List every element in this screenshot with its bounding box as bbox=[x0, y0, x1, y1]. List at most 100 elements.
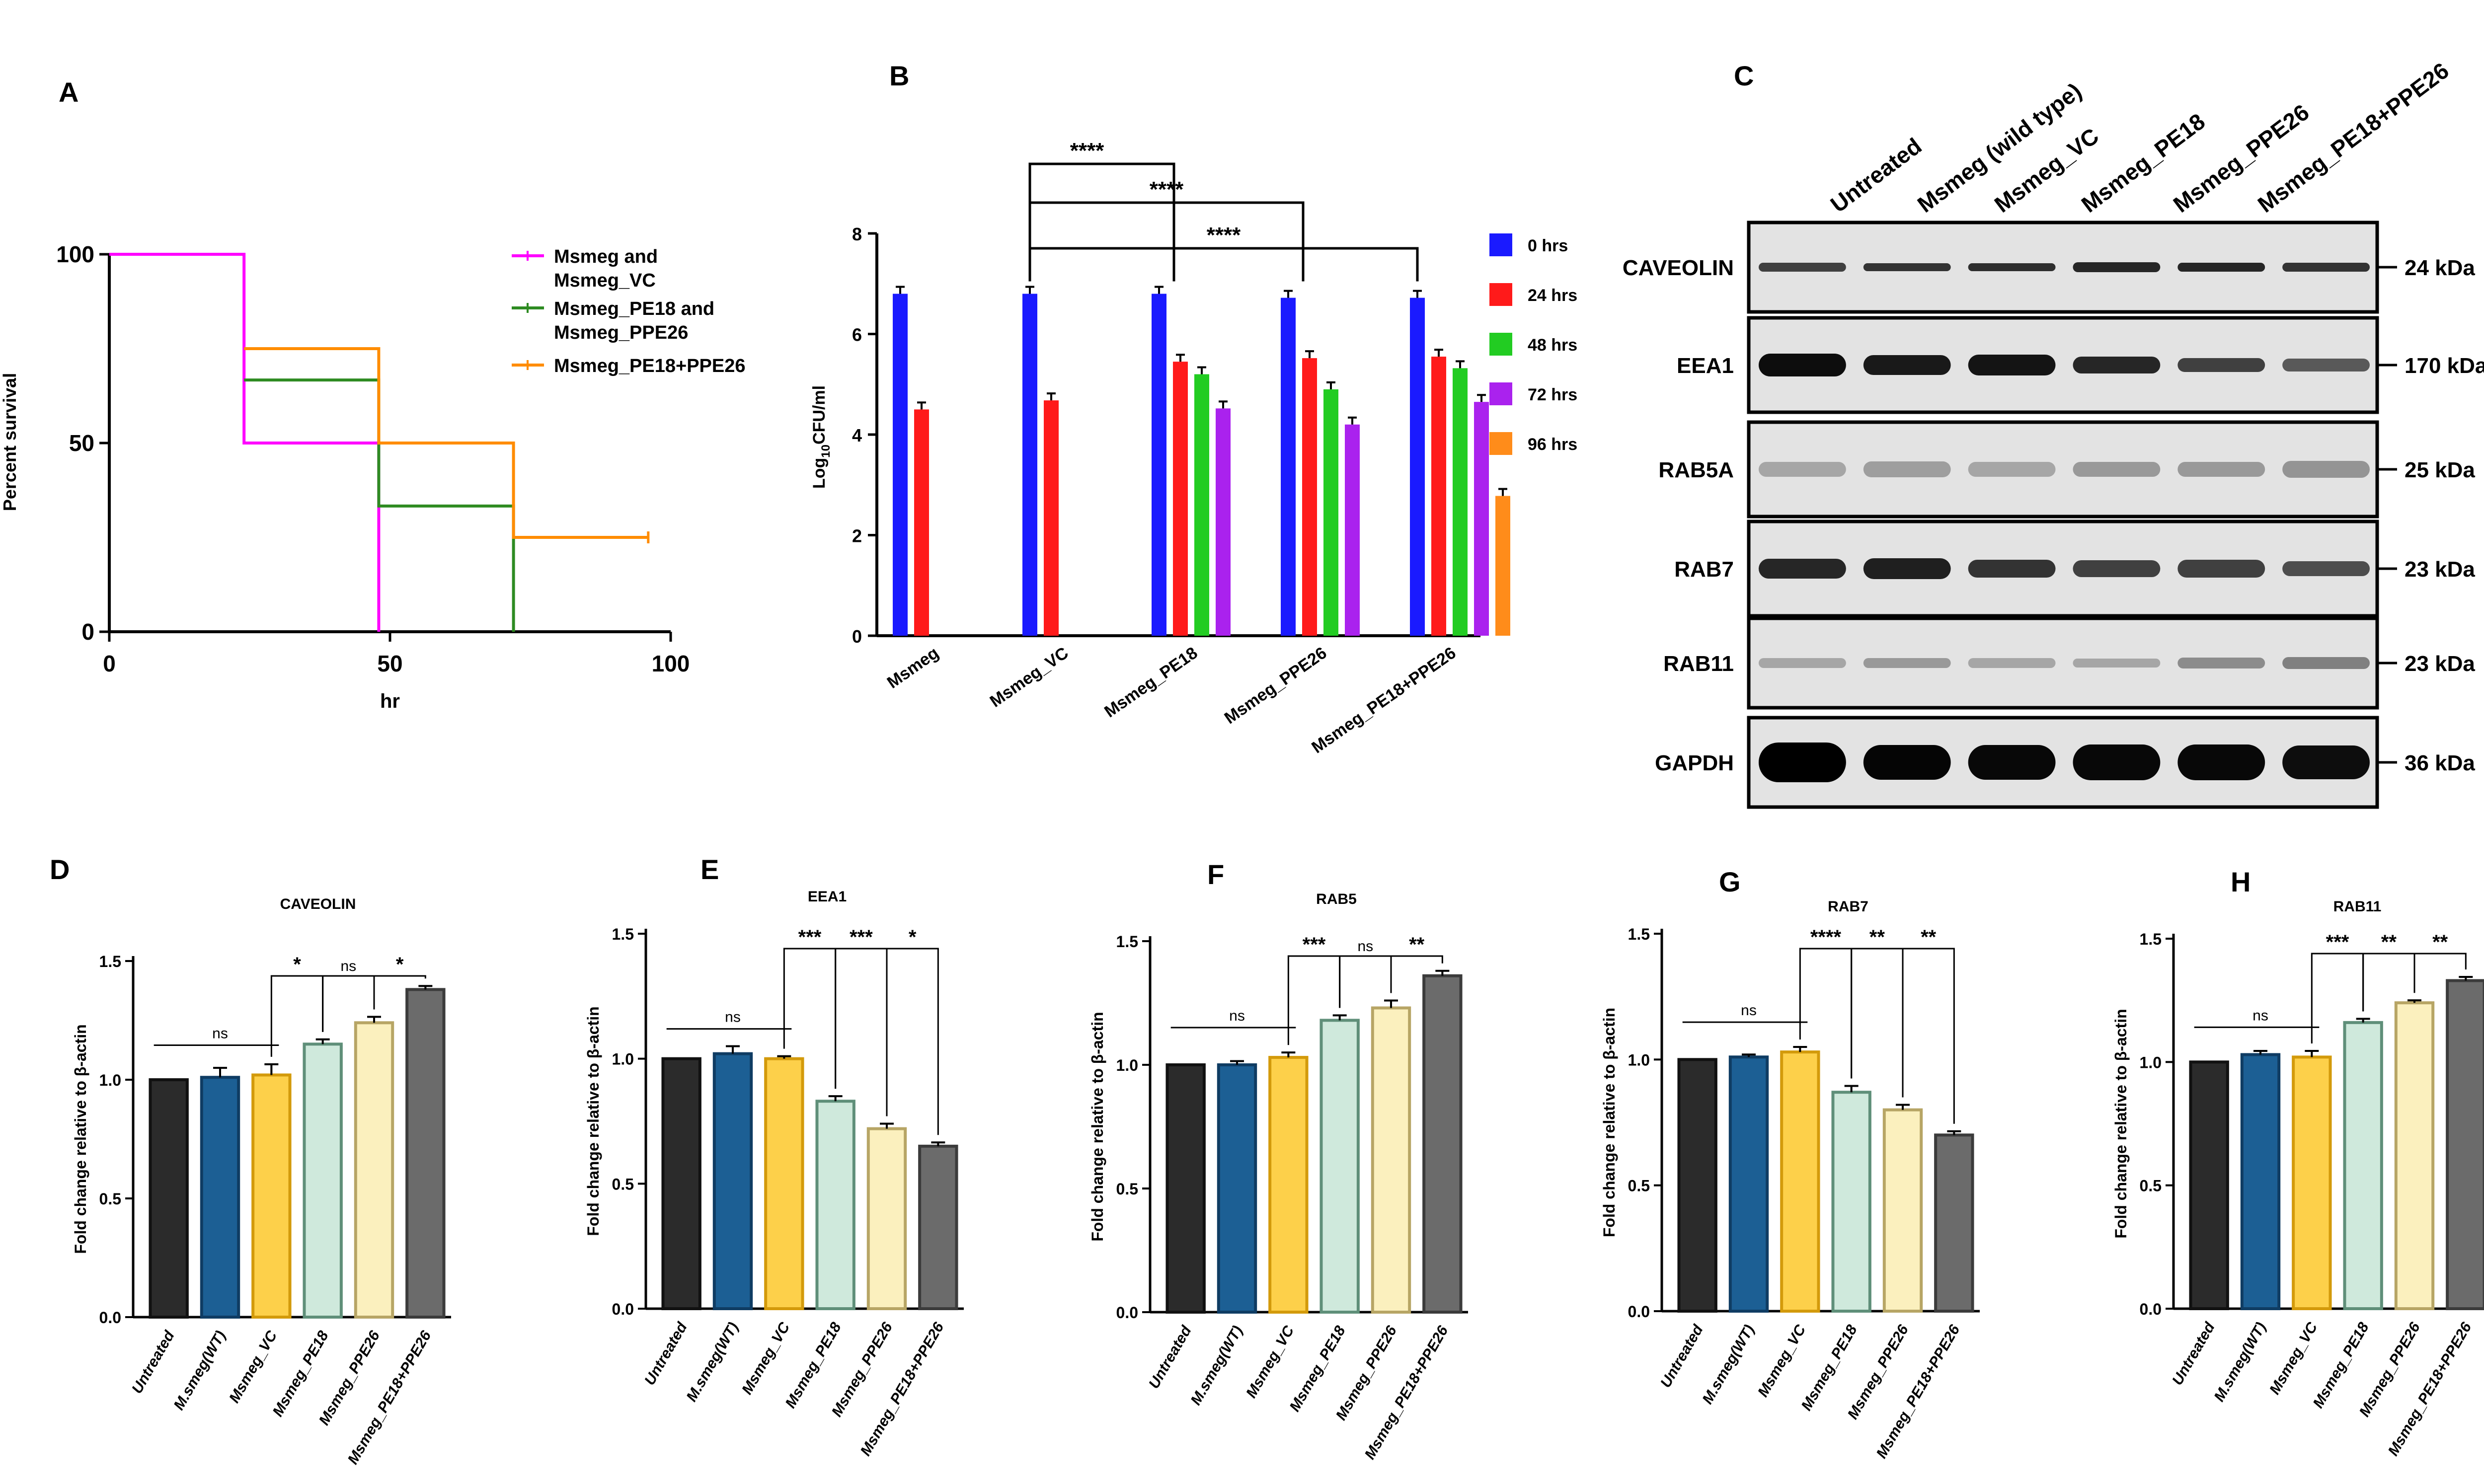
panel-h-y-tick-label: 0.0 bbox=[2140, 1300, 2162, 1318]
panel-b-bar bbox=[1431, 357, 1446, 636]
panel-h-y-tick-label: 1.0 bbox=[2140, 1053, 2162, 1071]
panel-e-bar bbox=[815, 1100, 855, 1311]
panel-c-protein-band bbox=[2282, 359, 2370, 371]
panel-d-x-tick-label: Untreated bbox=[129, 1328, 178, 1396]
panel-f-significance-label: ** bbox=[1409, 934, 1425, 956]
panel-h-title: RAB11 bbox=[2333, 898, 2382, 915]
panel-a-survival-chart: A 0 50 100 0 50 100 hr Percent survival Msme… bbox=[0, 76, 746, 712]
panel-b-legend-swatch bbox=[1489, 233, 1512, 256]
panel-c-protein-label: RAB7 bbox=[1674, 557, 1734, 582]
panel-b-y-tick-label: 0 bbox=[852, 626, 862, 647]
panel-f-title: RAB5 bbox=[1316, 891, 1357, 907]
panel-a-legend-label: Msmeg_PPE26 bbox=[554, 322, 688, 343]
panel-f-y-tick-label: 0.5 bbox=[1116, 1180, 1138, 1198]
panel-c-protein-band bbox=[1968, 355, 2056, 375]
panel-a-series-line-0 bbox=[109, 253, 381, 632]
panel-c-protein-band bbox=[2177, 658, 2265, 668]
panel-c-protein-band bbox=[2282, 263, 2370, 272]
panel-c-protein-band bbox=[2177, 263, 2265, 272]
panel-b-legend-label: 24 hrs bbox=[1528, 286, 1577, 305]
panel-e-significance-label: *** bbox=[798, 926, 822, 948]
panel-c-protein-band bbox=[1863, 263, 1951, 271]
panel-b-significance-bracket bbox=[1028, 201, 1305, 282]
panel-c-protein-band bbox=[1968, 745, 2056, 780]
panel-e-bar bbox=[866, 1127, 907, 1311]
panel-e-x-tick-label: Msmeg_PE18 bbox=[782, 1320, 844, 1411]
panel-a-legend-label: Msmeg_PE18 and bbox=[554, 298, 714, 319]
panel-h-x-tick-label: Untreated bbox=[2169, 1319, 2218, 1388]
panel-b-legend-swatch bbox=[1489, 333, 1512, 356]
panel-b-bar bbox=[1216, 408, 1231, 636]
panel-h-significance-bracket bbox=[2413, 953, 2467, 993]
panel-f-significance-label: *** bbox=[1303, 934, 1326, 956]
panel-a-label: A bbox=[59, 76, 78, 108]
panel-a-x-tick-label: 100 bbox=[652, 651, 690, 676]
panel-c-protein-label: GAPDH bbox=[1655, 751, 1734, 775]
panel-b-label: B bbox=[889, 60, 909, 91]
panel-b-y-tick-label: 8 bbox=[852, 224, 862, 244]
panel-d-y-axis-label: Fold change relative to β-actin bbox=[72, 1024, 89, 1254]
panel-g-label: G bbox=[1719, 866, 1741, 897]
panel-b-x-tick-label: Msmeg_PE18 bbox=[1101, 643, 1201, 721]
panel-b-bar bbox=[1410, 297, 1425, 636]
panel-g-y-tick-label: 1.5 bbox=[1628, 925, 1650, 943]
panel-e-x-tick-label: Msmeg_VC bbox=[739, 1319, 793, 1398]
panel-b-bar bbox=[1453, 368, 1468, 636]
panel-d-significance-bracket bbox=[373, 975, 426, 1010]
panel-g-title: RAB7 bbox=[1828, 898, 1868, 915]
panel-e-significance-label: ns bbox=[725, 1009, 741, 1026]
panel-b-legend-swatch bbox=[1489, 432, 1512, 455]
panel-a-y-tick-label: 50 bbox=[69, 430, 94, 456]
panel-e-bar bbox=[764, 1057, 804, 1311]
panel-c-protein-band bbox=[1968, 263, 2056, 271]
panel-a-y-tick-label: 0 bbox=[81, 619, 94, 645]
panel-e-title: EEA1 bbox=[808, 889, 847, 905]
panel-f-x-tick-label: Untreated bbox=[1146, 1323, 1195, 1391]
panel-b-bar bbox=[1345, 424, 1360, 636]
panel-c-protein-band bbox=[1863, 558, 1951, 579]
panel-c-protein-band bbox=[2177, 744, 2265, 780]
panel-c-protein-band bbox=[1759, 742, 1846, 782]
panel-e-bar bbox=[712, 1052, 753, 1311]
panel-b-bar bbox=[1022, 294, 1037, 636]
panel-c-protein-band bbox=[1863, 745, 1951, 780]
panel-b-significance-bracket bbox=[1028, 247, 1419, 282]
panel-g-significance-label: **** bbox=[1810, 926, 1842, 948]
panel-c-size-label: 23 kDa bbox=[2405, 652, 2475, 676]
panel-c-protein-band bbox=[1759, 462, 1846, 477]
panel-f-bar bbox=[1371, 1006, 1411, 1314]
panel-c-protein-band bbox=[1968, 658, 2056, 668]
panel-e-fold-chart: E EEA1 Fold change relative to β-actin 0.0 0… bbox=[584, 854, 964, 1459]
panel-c-protein-band bbox=[1863, 355, 1951, 375]
panel-e-y-tick-label: 0.5 bbox=[612, 1175, 634, 1193]
panel-e-significance-bracket bbox=[886, 948, 939, 1135]
panel-h-bar bbox=[2240, 1053, 2281, 1311]
panel-h-y-tick-label: 0.5 bbox=[2140, 1177, 2162, 1195]
panel-b-bar bbox=[1323, 389, 1338, 636]
panel-h-significance-label: ** bbox=[2381, 931, 2397, 953]
panel-d-x-tick-label: M.smeg(WT) bbox=[170, 1328, 229, 1413]
panel-c-protein-band bbox=[2177, 560, 2265, 578]
panel-d-y-tick-label: 0.0 bbox=[99, 1309, 121, 1327]
panel-f-significance-bracket bbox=[1339, 955, 1392, 1008]
panel-b-cfu-chart: B 0 2 4 6 8 Log10CFU/ml Msmeg Msmeg_VC Msmeg_P… bbox=[810, 60, 1577, 757]
panel-f-x-tick-label: Msmeg_VC bbox=[1243, 1323, 1298, 1401]
panel-c-protein-band bbox=[2073, 462, 2161, 477]
panel-h-significance-label: ** bbox=[2432, 931, 2448, 953]
panel-f-y-tick-label: 1.5 bbox=[1116, 933, 1138, 951]
panel-f-bar bbox=[1217, 1063, 1257, 1314]
panel-c-blot-membrane bbox=[1747, 616, 2379, 710]
panel-e-y-axis-label: Fold change relative to β-actin bbox=[584, 1006, 602, 1236]
panel-e-y-tick-label: 1.0 bbox=[612, 1050, 634, 1068]
panel-b-bar bbox=[1173, 362, 1188, 636]
panel-c-protein-band bbox=[2073, 659, 2161, 668]
panel-h-y-axis-label: Fold change relative to β-actin bbox=[2112, 1009, 2130, 1238]
panel-g-significance-label: ** bbox=[1869, 926, 1885, 948]
panel-h-y-tick-label: 1.5 bbox=[2140, 930, 2162, 948]
panel-c-protein-band bbox=[1863, 461, 1951, 477]
panel-b-legend-label: 72 hrs bbox=[1528, 385, 1577, 404]
panel-b-bar bbox=[1194, 374, 1209, 636]
panel-c-protein-label: RAB5A bbox=[1658, 458, 1734, 482]
panel-g-bar bbox=[1934, 1133, 1974, 1313]
